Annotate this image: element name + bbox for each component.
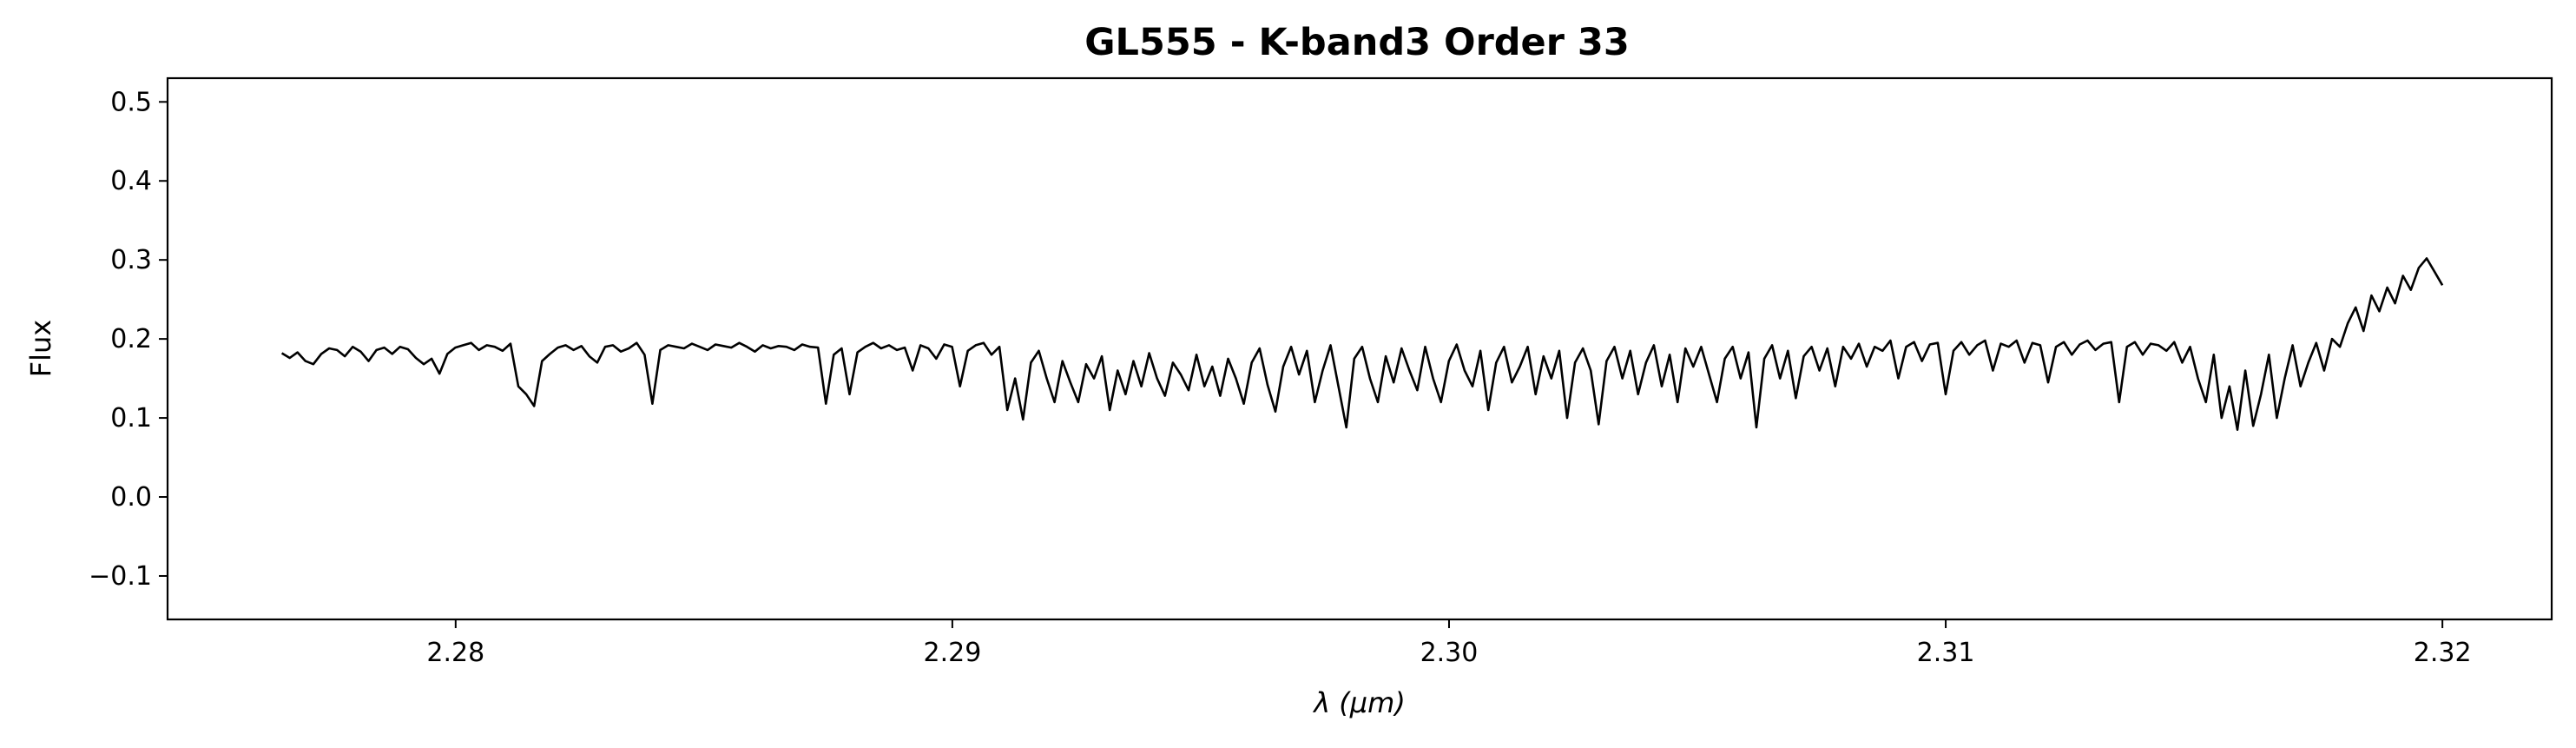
y-axis-title: Flux <box>24 320 57 378</box>
y-tick-label: 0.0 <box>110 482 152 513</box>
x-axis-ticks: 2.28 2.29 2.30 2.31 2.32 <box>426 619 2472 668</box>
y-tick-label: 0.2 <box>110 324 152 354</box>
series-line <box>280 257 2444 432</box>
y-tick-label: −0.1 <box>89 561 152 592</box>
x-tick-label: 2.28 <box>426 638 484 668</box>
y-axis-ticks: −0.1 0.0 0.1 0.2 0.3 0.4 0.5 <box>89 87 168 592</box>
y-tick-label: 0.5 <box>110 87 152 117</box>
y-tick-label: 0.1 <box>110 403 152 434</box>
x-tick-label: 2.32 <box>2414 638 2472 668</box>
x-tick-label: 2.30 <box>1420 638 1479 668</box>
y-tick-label: 0.3 <box>110 245 152 275</box>
chart-title: GL555 - K-band3 Order 33 <box>1084 21 1629 64</box>
y-tick-label: 0.4 <box>110 166 152 196</box>
plot-frame <box>166 76 2553 621</box>
x-axis-title: λ (μm) <box>1312 686 1406 719</box>
x-tick-label: 2.31 <box>1917 638 1975 668</box>
x-tick-label: 2.29 <box>923 638 981 668</box>
